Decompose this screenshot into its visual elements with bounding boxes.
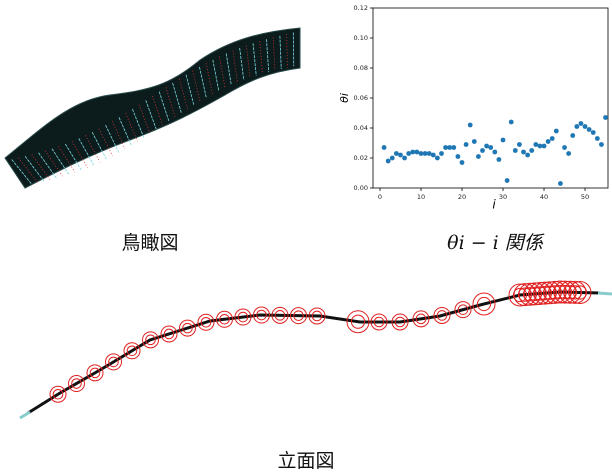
point: [480, 148, 485, 153]
point: [435, 156, 440, 161]
caption: θi − i 関係: [447, 232, 545, 254]
x-tick-label: 0: [378, 193, 382, 201]
x-tick-label: 50: [581, 193, 589, 201]
point: [529, 148, 534, 153]
plot-frame: [373, 8, 608, 188]
point: [497, 157, 502, 162]
point: [521, 150, 526, 155]
y-axis-label: θi: [338, 93, 351, 103]
point: [386, 159, 391, 164]
point: [484, 144, 489, 149]
point: [574, 124, 579, 129]
point: [419, 151, 424, 156]
point: [542, 144, 547, 149]
point: [517, 142, 522, 147]
point: [488, 145, 493, 150]
point: [390, 156, 395, 161]
x-axis-label: i: [492, 198, 496, 212]
birdseye-view: [5, 28, 300, 188]
point: [492, 150, 497, 155]
point: [579, 121, 584, 126]
point: [423, 151, 428, 156]
y-tick-label: 0.06: [354, 94, 368, 102]
point: [472, 139, 477, 144]
point: [558, 181, 563, 186]
point: [406, 151, 411, 156]
point: [414, 150, 419, 155]
point: [398, 153, 403, 158]
point: [382, 145, 387, 150]
point: [410, 150, 415, 155]
caption: 鳥瞰図: [121, 232, 178, 254]
x-tick-label: 40: [540, 193, 548, 201]
point: [587, 127, 592, 132]
point: [525, 153, 530, 158]
point: [394, 151, 399, 156]
point: [468, 123, 473, 128]
point: [595, 136, 600, 141]
elevation-view: [20, 281, 612, 418]
point: [402, 156, 407, 161]
point: [505, 178, 510, 183]
point: [513, 148, 518, 153]
point: [546, 139, 551, 144]
point: [603, 115, 608, 120]
beam-line: [28, 292, 600, 413]
end-member: [598, 293, 612, 294]
point: [431, 153, 436, 158]
y-tick-label: 0.12: [354, 4, 368, 12]
point: [591, 130, 596, 135]
point: [538, 144, 543, 149]
point: [550, 136, 555, 141]
point: [570, 133, 575, 138]
point: [533, 142, 538, 147]
x-tick-label: 10: [417, 193, 425, 201]
point: [599, 142, 604, 147]
y-tick-label: 0.10: [354, 34, 368, 42]
point: [464, 142, 469, 147]
point: [583, 124, 588, 129]
point: [427, 151, 432, 156]
point: [509, 120, 514, 125]
point: [476, 154, 481, 159]
x-tick-label: 20: [458, 193, 466, 201]
end-member: [20, 412, 30, 418]
x-tick-label: 30: [499, 193, 507, 201]
point: [554, 129, 559, 134]
y-tick-label: 0.00: [354, 184, 368, 192]
caption: 立面図: [277, 450, 334, 472]
y-tick-label: 0.04: [354, 124, 368, 132]
structure-body: [5, 28, 300, 188]
point: [447, 145, 452, 150]
point: [460, 160, 465, 165]
point: [451, 145, 456, 150]
y-tick-label: 0.08: [354, 64, 368, 72]
point: [439, 151, 444, 156]
point: [455, 154, 460, 159]
point: [443, 145, 448, 150]
figure: 鳥瞰図 θi − i 関係 立面図 i θi 0.00 0.02 0.04 0.06 0…: [0, 0, 612, 475]
point: [562, 145, 567, 150]
y-tick-label: 0.02: [354, 154, 368, 162]
point: [566, 151, 571, 156]
point: [501, 138, 506, 143]
